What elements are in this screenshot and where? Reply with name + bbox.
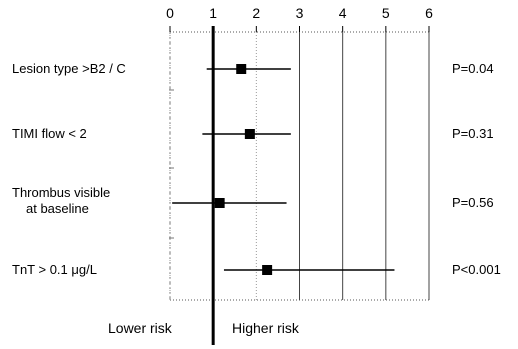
x-tick-label-4: 4: [339, 5, 347, 21]
point-estimate-3: [262, 265, 273, 275]
x-tick-label-2: 2: [252, 5, 260, 21]
higher-risk-label: Higher risk: [232, 320, 299, 336]
p-value-2: P=0.56: [452, 195, 494, 210]
row-label-2-line-0: Thrombus visible: [12, 185, 111, 200]
row-label-2-line-1: at baseline: [26, 201, 89, 216]
point-estimate-1: [244, 129, 255, 139]
x-tick-label-0: 0: [166, 5, 174, 21]
point-estimate-2: [214, 198, 225, 208]
row-label-0-line-0: Lesion type >B2 / C: [12, 61, 126, 76]
row-label-3-line-0: TnT > 0.1 μg/L: [12, 262, 97, 277]
x-tick-label-1: 1: [209, 5, 217, 21]
point-estimate-0: [236, 64, 247, 74]
p-value-0: P=0.04: [452, 61, 494, 76]
x-tick-label-6: 6: [425, 5, 433, 21]
x-tick-label-5: 5: [382, 5, 390, 21]
p-value-1: P=0.31: [452, 126, 494, 141]
x-tick-label-3: 3: [296, 5, 304, 21]
lower-risk-label: Lower risk: [108, 320, 172, 336]
row-label-1-line-0: TIMI flow < 2: [12, 126, 87, 141]
p-value-3: P<0.001: [452, 262, 501, 277]
